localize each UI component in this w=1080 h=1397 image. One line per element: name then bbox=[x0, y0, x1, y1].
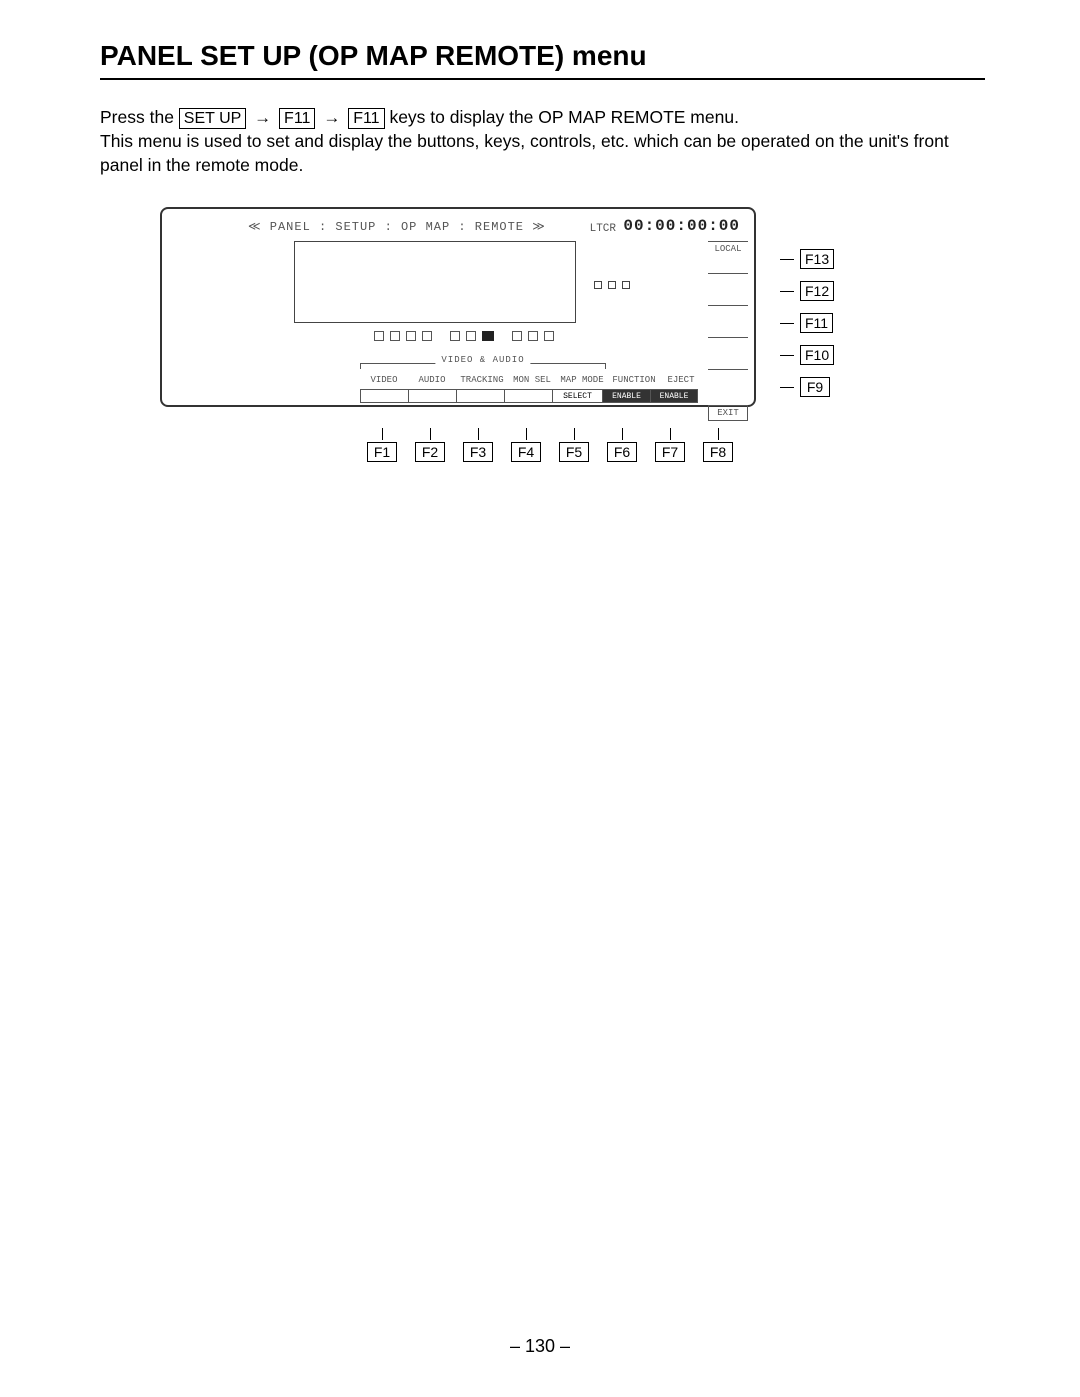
indicator-icon bbox=[608, 281, 616, 289]
softkey-label: EJECT bbox=[660, 375, 702, 385]
side-softkey bbox=[708, 273, 748, 305]
f11-key: F11 bbox=[348, 108, 384, 129]
fkey-label: F11 bbox=[800, 313, 833, 333]
arrow-icon: → bbox=[251, 108, 274, 127]
softkey-label: VIDEO bbox=[360, 375, 408, 385]
fkey-col: F8 bbox=[694, 428, 742, 462]
transport-icon bbox=[512, 331, 522, 341]
softkey-label: MAP MODE bbox=[556, 375, 608, 385]
lcd-screen: ≪ PANEL : SETUP : OP MAP : REMOTE ≫ LTCR… bbox=[160, 207, 756, 407]
screen-diagram: ≪ PANEL : SETUP : OP MAP : REMOTE ≫ LTCR… bbox=[160, 207, 930, 467]
page-title: PANEL SET UP (OP MAP REMOTE) menu bbox=[100, 40, 985, 80]
fkey-col: F1 bbox=[358, 428, 406, 462]
softkey-labels: VIDEO AUDIO TRACKING MON SEL MAP MODE FU… bbox=[360, 375, 702, 385]
softkey-buttons: SELECTENABLEENABLE bbox=[360, 389, 698, 403]
fkey-label: F1 bbox=[367, 442, 397, 462]
ltcr-value: 00:00:00:00 bbox=[623, 217, 740, 235]
fkey-col: F2 bbox=[406, 428, 454, 462]
arrow-icon: → bbox=[320, 108, 343, 127]
fkey-row: F13 bbox=[780, 243, 834, 275]
instruction-text: Press the SET UP → F11 → F11 keys to dis… bbox=[100, 106, 985, 177]
softkey-label: TRACKING bbox=[456, 375, 508, 385]
fkey-row: F9 bbox=[780, 371, 834, 403]
fkey-label: F13 bbox=[800, 249, 834, 269]
f11-key: F11 bbox=[279, 108, 315, 129]
fkey-label: F12 bbox=[800, 281, 834, 301]
indicator-icon bbox=[594, 281, 602, 289]
fkey-row: F11 bbox=[780, 307, 834, 339]
exit-button: EXIT bbox=[708, 405, 748, 421]
ltcr-label: LTCR bbox=[590, 223, 616, 235]
transport-bar bbox=[374, 331, 554, 341]
transport-icon bbox=[406, 331, 416, 341]
fkey-row: F12 bbox=[780, 275, 834, 307]
side-softkey: LOCAL bbox=[708, 241, 748, 273]
fkey-col: F3 bbox=[454, 428, 502, 462]
softkey-button: ENABLE bbox=[650, 389, 698, 403]
fkey-col: F6 bbox=[598, 428, 646, 462]
softkey-label: AUDIO bbox=[408, 375, 456, 385]
video-audio-legend: VIDEO & AUDIO bbox=[435, 355, 530, 365]
softkey-button: SELECT bbox=[552, 389, 602, 403]
page-number: – 130 – bbox=[0, 1336, 1080, 1357]
fkey-label: F6 bbox=[607, 442, 637, 462]
softkey-button bbox=[504, 389, 552, 403]
fkey-col: F4 bbox=[502, 428, 550, 462]
softkey-label: FUNCTION bbox=[608, 375, 660, 385]
fkey-col: F5 bbox=[550, 428, 598, 462]
softkey-label: MON SEL bbox=[508, 375, 556, 385]
transport-icon bbox=[450, 331, 460, 341]
fkey-label: F10 bbox=[800, 345, 834, 365]
softkey-button: ENABLE bbox=[602, 389, 650, 403]
fkey-label: F5 bbox=[559, 442, 589, 462]
softkey-button bbox=[360, 389, 408, 403]
preview-monitor bbox=[294, 241, 576, 323]
fkey-label: F2 bbox=[415, 442, 445, 462]
bottom-fkeys: F1 F2 F3 F4 F5 F6 F7 F8 bbox=[358, 428, 742, 462]
monitor-indicators bbox=[594, 281, 630, 289]
desc-line2: This menu is used to set and display the… bbox=[100, 131, 949, 175]
right-fkeys: F13 F12 F11 F10 F9 bbox=[780, 243, 834, 403]
fkey-label: F9 bbox=[800, 377, 830, 397]
fkey-row: F10 bbox=[780, 339, 834, 371]
side-softkey bbox=[708, 305, 748, 337]
transport-icon bbox=[466, 331, 476, 341]
indicator-icon bbox=[622, 281, 630, 289]
breadcrumb: ≪ PANEL : SETUP : OP MAP : REMOTE ≫ bbox=[248, 219, 546, 234]
side-softkey bbox=[708, 337, 748, 369]
transport-icon bbox=[422, 331, 432, 341]
stop-icon bbox=[482, 331, 494, 341]
softkey-button bbox=[456, 389, 504, 403]
fkey-label: F7 bbox=[655, 442, 685, 462]
softkey-button bbox=[408, 389, 456, 403]
setup-key: SET UP bbox=[179, 108, 247, 129]
fkey-label: F3 bbox=[463, 442, 493, 462]
transport-icon bbox=[528, 331, 538, 341]
side-softkey bbox=[708, 369, 748, 401]
transport-icon bbox=[374, 331, 384, 341]
after-keys-text: keys to display the OP MAP REMOTE menu. bbox=[389, 107, 739, 127]
fkey-col: F7 bbox=[646, 428, 694, 462]
fkey-label: F8 bbox=[703, 442, 733, 462]
side-softkeys: LOCAL EXIT bbox=[708, 241, 748, 421]
press-text: Press the bbox=[100, 107, 179, 127]
fkey-label: F4 bbox=[511, 442, 541, 462]
transport-icon bbox=[390, 331, 400, 341]
transport-icon bbox=[544, 331, 554, 341]
